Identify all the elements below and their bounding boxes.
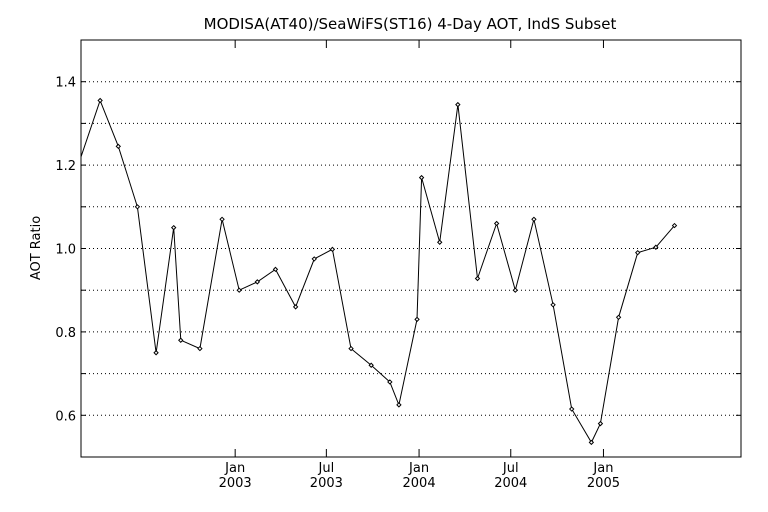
data-point <box>134 204 141 210</box>
data-point <box>550 302 556 308</box>
y-axis-label: AOT Ratio <box>29 216 44 280</box>
y-tick-label: 1.2 <box>55 159 76 174</box>
data-point <box>597 420 604 427</box>
y-tick-label: 0.6 <box>55 409 76 424</box>
data-point <box>437 239 443 245</box>
data-point <box>97 97 103 104</box>
x-tick-year-label: 2005 <box>587 476 620 491</box>
x-tick-month-label: Jan <box>224 461 245 476</box>
data-point <box>474 275 481 282</box>
x-tick-year-label: 2003 <box>219 476 252 491</box>
x-tick-month-label: Jul <box>318 461 335 476</box>
data-point <box>455 101 461 108</box>
y-tick-label: 1.4 <box>55 76 76 91</box>
x-tick-month-label: Jul <box>502 461 519 476</box>
data-point <box>493 220 500 227</box>
y-tick-label: 0.8 <box>55 326 76 341</box>
data-point <box>115 143 121 150</box>
data-point <box>153 350 159 356</box>
data-point <box>569 406 575 412</box>
data-point <box>531 216 537 223</box>
x-tick-month-label: Jan <box>408 461 429 476</box>
data-point <box>272 266 279 273</box>
data-point <box>292 304 299 310</box>
data-series <box>80 97 678 446</box>
plot-frame <box>80 39 742 458</box>
data-point <box>219 216 225 223</box>
data-point <box>615 314 622 321</box>
data-point <box>671 222 678 229</box>
gridlines <box>81 81 741 416</box>
data-point <box>236 287 242 293</box>
data-point <box>418 174 425 181</box>
data-point <box>197 345 203 352</box>
series-line <box>80 99 675 444</box>
data-point <box>311 256 317 262</box>
data-point <box>635 249 641 256</box>
data-point <box>387 379 393 385</box>
data-point <box>653 244 659 250</box>
tick-labels: 0.60.81.01.21.4Jan2003Jul2003Jan2004Jul2… <box>55 76 620 491</box>
data-point <box>414 316 420 323</box>
data-point <box>254 279 261 285</box>
chart-title: MODISA(AT40)/SeaWiFS(ST16) 4-Day AOT, In… <box>204 15 617 33</box>
y-tick-label: 1.0 <box>55 243 76 258</box>
data-point <box>396 402 402 408</box>
x-tick-year-label: 2003 <box>310 476 343 491</box>
x-tick-year-label: 2004 <box>403 476 436 491</box>
axis-ticks <box>81 40 741 457</box>
x-tick-month-label: Jan <box>592 461 613 476</box>
data-point <box>368 362 374 368</box>
data-point <box>588 439 595 446</box>
data-point <box>512 287 518 293</box>
data-point <box>348 345 354 352</box>
data-point <box>329 246 336 253</box>
x-tick-year-label: 2004 <box>494 476 527 491</box>
data-point <box>170 224 177 231</box>
data-point <box>178 337 184 343</box>
